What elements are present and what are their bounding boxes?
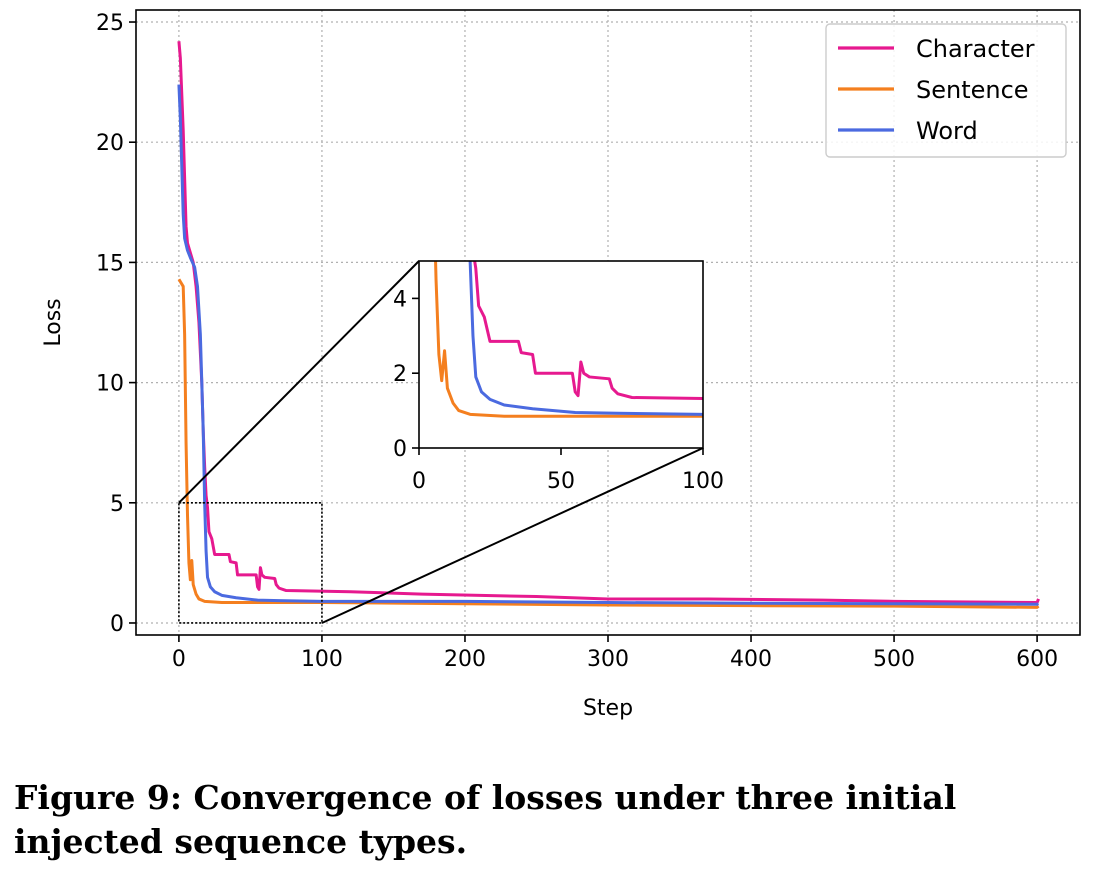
series-line-sentence — [177, 278, 1040, 609]
zoom-rectangle — [178, 501, 323, 624]
inset-background — [419, 261, 703, 448]
legend: Character Sentence Word — [825, 23, 1067, 158]
x-tick-label: 600 — [1016, 647, 1058, 672]
x-tick-label: 400 — [730, 647, 772, 672]
inset-x-tick-label: 0 — [412, 469, 426, 494]
inset-zoom-plot: 0 50 100 0 2 4 — [393, 260, 724, 494]
y-tick-label: 20 — [96, 131, 124, 156]
y-tick-label: 25 — [96, 11, 124, 36]
inset-x-tick-label: 50 — [547, 469, 575, 494]
zoom-region — [178, 260, 704, 624]
x-axis-title: Step — [583, 696, 633, 721]
zoom-connector-top — [178, 260, 420, 504]
inset-x-tick-label: 100 — [682, 469, 724, 494]
y-tick-label: 15 — [96, 251, 124, 276]
legend-label-sentence: Sentence — [916, 76, 1029, 104]
y-tick-label: 5 — [110, 492, 124, 517]
figure-caption: Figure 9: Convergence of losses under th… — [14, 778, 957, 861]
x-tick-label: 0 — [172, 647, 186, 672]
x-tick-label: 500 — [873, 647, 915, 672]
x-tick-label: 200 — [444, 647, 486, 672]
inset-line-sentence — [434, 261, 703, 418]
x-tick-label: 300 — [587, 647, 629, 672]
y-axis-title: Loss — [41, 298, 66, 346]
inset-line-character — [473, 261, 703, 401]
inset-series-lines — [434, 261, 703, 418]
legend-label-word: Word — [916, 117, 978, 145]
inset-y-tick-label: 0 — [393, 437, 407, 462]
x-tick-label: 100 — [301, 647, 343, 672]
main-series-lines — [177, 41, 1040, 609]
inset-line-word — [468, 261, 703, 416]
y-tick-label: 10 — [96, 372, 124, 397]
y-tick-label: 0 — [110, 612, 124, 637]
inset-y-tick-label: 2 — [393, 362, 407, 387]
legend-label-character: Character — [916, 35, 1035, 63]
zoom-connector-bottom — [321, 447, 704, 624]
legend-box — [825, 23, 1067, 158]
series-line-character — [177, 41, 1040, 605]
series-line-word — [177, 84, 1039, 606]
inset-y-tick-label: 4 — [393, 287, 407, 312]
